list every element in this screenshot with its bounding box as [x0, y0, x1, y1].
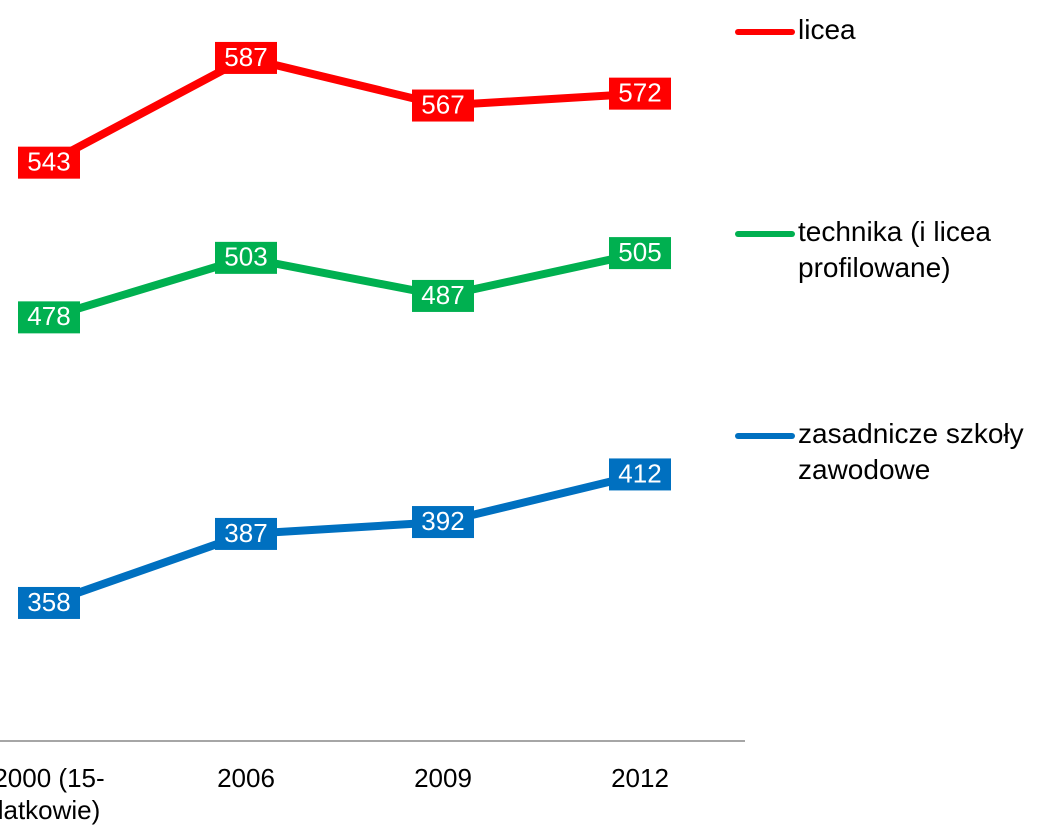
- series-line: [47, 53, 641, 167]
- data-label-box: [18, 301, 80, 334]
- data-label-box: [412, 279, 474, 312]
- data-label: 358: [18, 587, 80, 619]
- data-label-box: [609, 237, 671, 270]
- data-label: 487: [412, 280, 474, 312]
- data-label-text: 358: [27, 587, 70, 617]
- data-label-text: 412: [618, 458, 661, 488]
- data-label: 478: [18, 301, 80, 334]
- data-label: 387: [215, 518, 277, 550]
- legend-swatch: [735, 433, 795, 439]
- data-label-box: [215, 517, 277, 550]
- legend-swatch: [735, 231, 795, 237]
- data-label-box: [412, 506, 474, 539]
- data-label-box: [609, 77, 671, 110]
- data-label-text: 487: [421, 280, 464, 310]
- data-label: 572: [609, 78, 671, 110]
- x-tick-label: 2000 (15- latkowie): [0, 763, 105, 825]
- data-label: 392: [412, 506, 474, 539]
- data-label-text: 387: [224, 518, 267, 548]
- data-label-box: [18, 146, 80, 179]
- x-tick-label: 2006: [217, 763, 275, 793]
- data-label-text: 567: [421, 89, 464, 119]
- data-label-text: 543: [27, 147, 70, 177]
- data-label-text: 572: [618, 78, 661, 108]
- data-label-text: 503: [224, 242, 267, 272]
- data-label: 503: [215, 242, 277, 274]
- data-label-text: 505: [618, 237, 661, 267]
- data-label-text: 478: [27, 301, 70, 331]
- x-tick-label: 2009: [414, 763, 472, 793]
- data-label: 412: [609, 458, 671, 491]
- data-label-box: [215, 241, 277, 274]
- legend-label: licea: [798, 14, 856, 45]
- data-label: 543: [18, 147, 80, 179]
- series-line: [47, 470, 641, 607]
- data-label-box: [215, 41, 277, 74]
- data-label-box: [18, 586, 80, 619]
- data-label: 567: [412, 89, 474, 122]
- data-label-text: 392: [421, 506, 464, 536]
- data-label: 505: [609, 237, 671, 270]
- data-label: 587: [215, 42, 277, 74]
- data-label-text: 587: [224, 42, 267, 72]
- series-line: [47, 249, 641, 322]
- legend-label: zasadnicze szkoły zawodowe: [798, 418, 1024, 485]
- data-label-box: [609, 458, 671, 491]
- legend-swatch: [735, 29, 795, 35]
- data-label-box: [412, 89, 474, 122]
- x-tick-label: 2012: [611, 763, 669, 793]
- legend-label: technika (i licea profilowane): [798, 216, 991, 283]
